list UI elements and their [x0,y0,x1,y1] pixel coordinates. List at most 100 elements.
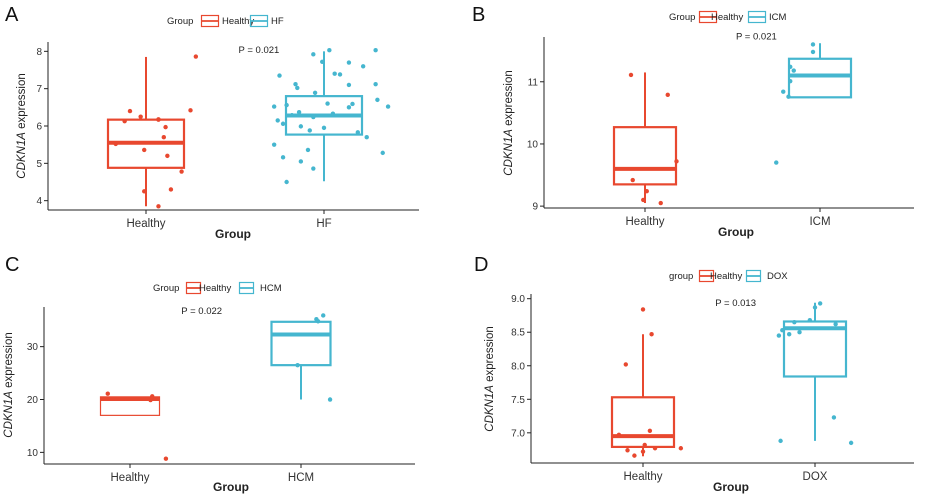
legend-key-disease [238,281,255,295]
box-icm [787,43,853,99]
data-point [163,456,169,461]
data-point [142,189,147,194]
legend-label-healthy: Healthy [711,12,743,23]
data-point [385,104,391,109]
data-point [641,197,646,203]
data-point [163,124,168,130]
y-tick-label: 8.0 [511,361,525,372]
legend-title: group [669,271,693,282]
data-point [127,108,133,114]
data-point [280,121,286,126]
legend-key-disease [249,14,269,28]
y-tick-label: 9 [532,202,538,213]
data-point [678,446,684,451]
data-point [150,394,155,399]
data-point [642,442,647,448]
data-point [649,332,654,337]
data-point [142,147,147,153]
data-point [311,166,316,171]
data-point [295,362,300,368]
data-point [658,200,663,206]
data-point [632,453,637,458]
y-axis-title: CDKN1A expression [503,70,515,175]
y-tick-label: 10 [27,448,39,459]
data-point [810,42,816,47]
data-point [161,135,166,140]
data-point [373,81,378,87]
legend-title: Group [167,16,193,27]
data-point [122,118,127,124]
y-tick-label: 5 [36,159,42,170]
data-point [373,48,378,53]
data-point [325,101,330,106]
data-point [296,109,302,115]
x-tick-label: Healthy [624,471,663,483]
data-point [307,128,312,133]
data-point [665,92,670,98]
legend-label-disease: HCM [260,283,282,294]
data-point [105,391,110,396]
data-point [616,432,622,438]
legend-title: Group [669,12,695,23]
box-healthy [612,72,678,204]
data-point [298,124,304,129]
box-body [782,320,848,378]
panel-d: D group Healthy DOX 7.0 7.5 8.0 8.5 9.0 Healt… [474,254,914,494]
data-point [168,187,174,192]
x-axis-title: Group [718,225,754,239]
x-tick-label: Healthy [626,216,665,228]
y-tick-label: 30 [27,342,39,353]
legend-label-disease: HF [271,16,284,27]
data-point [321,125,327,131]
data-point [346,60,352,65]
legend-key-disease [745,269,762,283]
data-point [652,446,658,451]
data-point [193,54,199,59]
data-point [364,135,369,140]
data-point [284,179,289,185]
legend-label-healthy: Healthy [222,16,254,27]
data-point [774,160,779,165]
data-point [360,64,366,69]
data-point [647,428,653,434]
panel-a: A Group Healthy HF 4 5 6 7 8 Healthy HF P = 0.0… [5,4,419,241]
data-point [644,189,649,194]
data-point [289,112,295,118]
x-tick-label: Healthy [127,218,166,230]
x-axis-title: Group [215,227,251,241]
y-tick-label: 8 [36,47,42,58]
x-tick-label: HF [316,218,331,230]
panel-label: D [474,254,488,276]
plot-area: 10 20 30 Healthy HCM P = 0.022 [27,306,415,484]
legend-key-healthy [185,281,202,295]
data-point [640,307,646,312]
p-value-label: P = 0.021 [736,31,777,42]
data-point [156,204,161,209]
data-point [791,68,796,73]
data-point [346,82,352,88]
data-point [674,159,679,164]
x-tick-label: ICM [809,216,830,228]
panel-b: B Group Healthy ICM 9 10 11 Healthy ICM P = 0… [472,4,914,239]
data-point [156,117,161,122]
data-point [831,415,837,420]
p-value-label: P = 0.013 [715,298,756,309]
legend-label-healthy: Healthy [199,283,231,294]
data-point [321,313,326,318]
data-point [833,321,838,327]
legend-label-disease: DOX [767,271,788,282]
y-tick-label: 10 [527,139,539,150]
data-point [810,49,816,55]
legend: Group Healthy HF [167,14,284,28]
data-point [628,72,634,78]
y-tick-label: 9.0 [511,294,525,305]
data-point [311,114,316,120]
legend-key-disease [747,10,767,24]
data-point [630,177,635,183]
y-tick-label: 11 [528,77,539,88]
panel-label: A [5,4,19,26]
x-axis-title: Group [713,480,749,494]
legend: Group Healthy HCM [153,281,282,295]
